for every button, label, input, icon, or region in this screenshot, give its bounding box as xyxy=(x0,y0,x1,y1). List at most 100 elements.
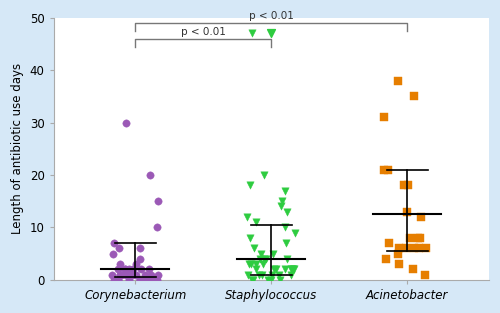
Point xyxy=(278,199,286,204)
Point xyxy=(110,241,118,246)
Point xyxy=(114,277,122,282)
Y-axis label: Length of antibiotic use days: Length of antibiotic use days xyxy=(11,63,24,234)
Text: p < 0.01: p < 0.01 xyxy=(249,11,294,21)
Point xyxy=(258,272,266,277)
Point xyxy=(275,272,283,277)
Point xyxy=(270,267,278,272)
Point xyxy=(136,246,144,251)
Point xyxy=(414,246,422,251)
Point xyxy=(286,267,294,272)
Point xyxy=(422,246,430,251)
Point xyxy=(284,256,292,261)
Point xyxy=(268,272,276,277)
Point xyxy=(380,115,388,120)
Point xyxy=(245,262,253,267)
Point xyxy=(404,183,412,188)
Point xyxy=(129,267,137,272)
Point xyxy=(124,267,132,272)
Point xyxy=(267,31,275,36)
Point xyxy=(289,267,297,272)
Point xyxy=(122,120,130,125)
Point xyxy=(380,167,388,172)
Point xyxy=(108,272,116,277)
Point xyxy=(154,272,162,277)
Point xyxy=(244,272,252,277)
Point xyxy=(278,204,285,209)
Point xyxy=(117,272,125,277)
Text: p < 0.01: p < 0.01 xyxy=(181,27,226,37)
Point xyxy=(247,262,255,267)
Point xyxy=(256,251,264,256)
Point xyxy=(282,241,290,246)
Point xyxy=(400,183,407,188)
Point xyxy=(394,246,402,251)
Point xyxy=(414,235,422,240)
Point xyxy=(132,272,140,277)
Point xyxy=(250,246,258,251)
Point xyxy=(416,235,424,240)
Point xyxy=(116,262,124,267)
Point xyxy=(136,256,143,261)
Point xyxy=(276,277,284,282)
Point xyxy=(125,277,133,282)
Point xyxy=(122,272,130,277)
Point xyxy=(121,267,129,272)
Point xyxy=(395,262,403,267)
Point xyxy=(290,267,298,272)
Point xyxy=(406,235,414,240)
Point xyxy=(136,277,144,282)
Point xyxy=(384,241,392,246)
Point xyxy=(114,277,122,282)
Point xyxy=(132,262,140,267)
Point xyxy=(272,267,280,272)
Point xyxy=(410,246,418,251)
Point xyxy=(252,262,260,267)
Point xyxy=(384,167,392,172)
Point xyxy=(154,277,162,282)
Point xyxy=(270,251,278,256)
Point xyxy=(291,230,299,235)
Point xyxy=(252,267,260,272)
Point xyxy=(128,272,136,277)
Point xyxy=(280,267,288,272)
Point xyxy=(248,277,256,282)
Point xyxy=(394,78,402,83)
Point xyxy=(136,277,144,282)
Point xyxy=(136,267,144,272)
Point xyxy=(410,267,418,272)
Point xyxy=(109,251,117,256)
Point xyxy=(264,277,272,282)
Point xyxy=(382,256,390,261)
Point xyxy=(243,214,251,219)
Point xyxy=(148,272,156,277)
Point xyxy=(258,262,266,267)
Point xyxy=(252,220,260,225)
Point xyxy=(421,272,429,277)
Point xyxy=(116,272,124,277)
Point xyxy=(246,235,254,240)
Point xyxy=(142,272,150,277)
Point xyxy=(260,256,268,261)
Point xyxy=(282,209,290,214)
Point xyxy=(154,199,162,204)
Point xyxy=(280,188,288,193)
Point xyxy=(110,277,118,282)
Point xyxy=(280,225,288,230)
Point xyxy=(248,277,256,282)
Point xyxy=(146,172,154,177)
Point xyxy=(267,277,275,282)
Point xyxy=(115,246,123,251)
Point xyxy=(153,225,161,230)
Point xyxy=(260,172,268,177)
Point xyxy=(114,267,122,272)
Point xyxy=(402,246,410,251)
Point xyxy=(394,251,402,256)
Point xyxy=(262,256,270,261)
Point xyxy=(149,277,157,282)
Point xyxy=(288,272,296,277)
Point xyxy=(142,277,150,282)
Point xyxy=(256,272,264,277)
Point xyxy=(248,31,256,36)
Point xyxy=(416,214,424,219)
Point xyxy=(121,267,129,272)
